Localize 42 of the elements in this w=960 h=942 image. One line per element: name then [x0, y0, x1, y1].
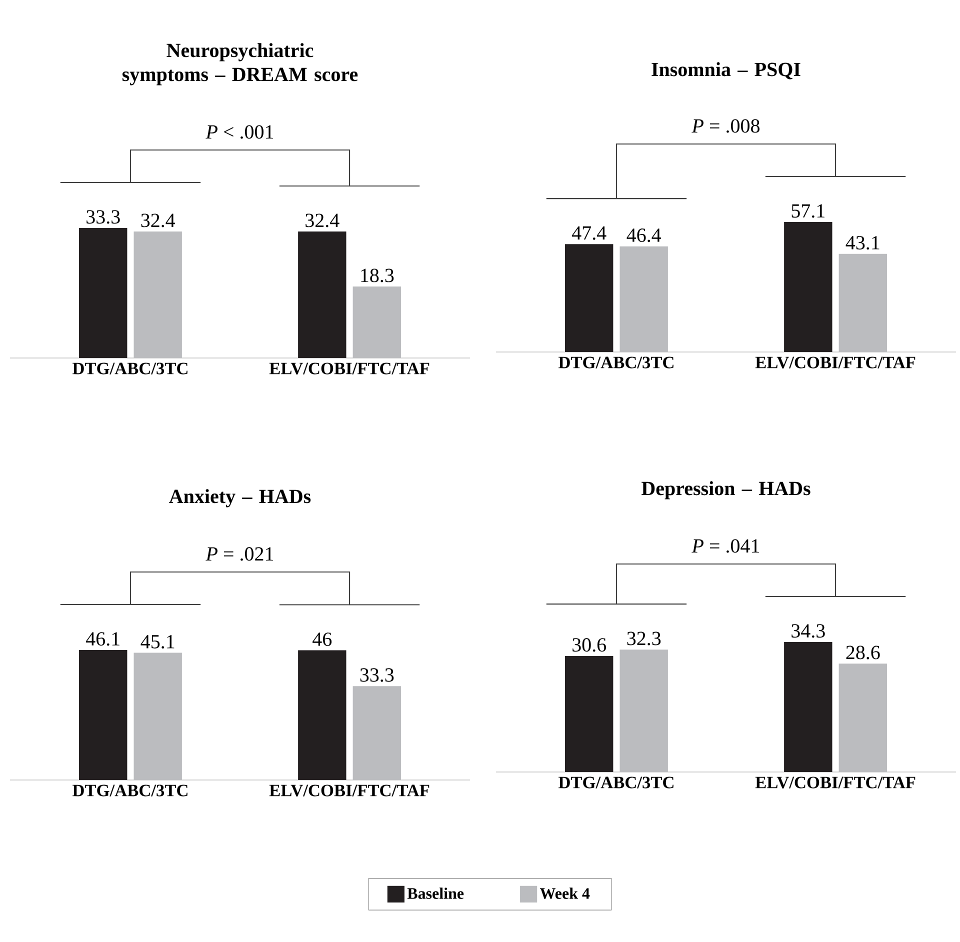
data-label: 33.3	[86, 210, 120, 224]
data-label: 28.6	[846, 646, 880, 660]
data-label: 47.4	[572, 226, 606, 240]
data-label: 46	[312, 632, 332, 646]
bar	[838, 254, 888, 352]
bar	[784, 222, 832, 352]
chart-title: Anxiety – HADs	[169, 489, 311, 508]
data-label: 34.3	[792, 624, 825, 638]
bar	[79, 650, 128, 780]
x-tick-label: ELV/COBI/FTC/TAF	[755, 356, 916, 368]
x-tick-label: DTG/ABC/3TC	[558, 356, 674, 368]
bar	[352, 686, 402, 780]
text: P < .001	[206, 125, 274, 139]
data-label: 33.3	[360, 668, 394, 682]
legend-label: Baseline	[407, 888, 464, 899]
data-label: 32.4	[141, 214, 176, 228]
bar	[134, 652, 182, 780]
data-label: 57.1	[792, 204, 824, 218]
x-tick-label: ELV/COBI/FTC/TAF	[269, 784, 430, 796]
data-label: 18.3	[361, 268, 394, 282]
data-label: 30.6	[572, 638, 606, 652]
data-label: 32.3	[627, 632, 661, 646]
text: P = .041	[692, 539, 760, 553]
x-tick-label: DTG/ABC/3TC	[558, 776, 674, 788]
text: P = .008	[692, 119, 760, 133]
data-label: 45.1	[140, 635, 174, 649]
x-tick-label: ELV/COBI/FTC/TAF	[269, 362, 430, 374]
data-label: 46.4	[626, 228, 662, 242]
text: P = .021	[206, 547, 274, 561]
chart-title: Insomnia – PSQI	[652, 62, 800, 80]
x-tick-label: DTG/ABC/3TC	[72, 362, 188, 374]
chart-title: Neuropsychiatric symptoms – DREAM score	[122, 43, 358, 86]
x-tick-label: ELV/COBI/FTC/TAF	[755, 776, 916, 788]
legend-label: Week 4	[540, 888, 590, 899]
bar	[620, 246, 668, 352]
bar	[565, 244, 614, 352]
data-label: 46.1	[86, 632, 120, 646]
x-tick-label: DTG/ABC/3TC	[72, 784, 188, 796]
data-label: 32.4	[306, 214, 340, 228]
data-label: 43.1	[846, 236, 880, 250]
bar	[298, 650, 346, 780]
chart-title: Depression – HADs	[642, 481, 810, 500]
